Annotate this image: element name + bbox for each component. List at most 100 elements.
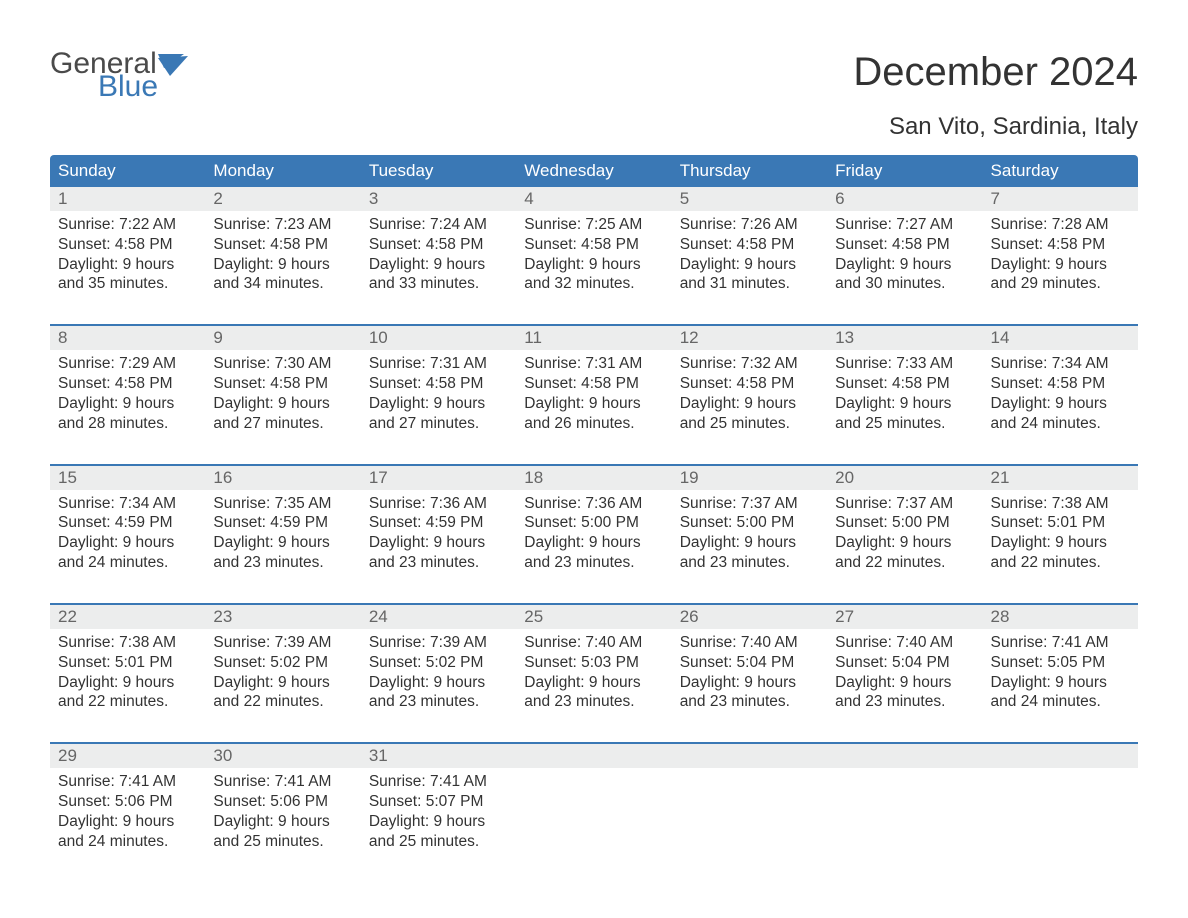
day-number: 7 (983, 187, 1138, 211)
logo-flag-icon (158, 54, 192, 80)
sunrise-text: Sunrise: 7:22 AM (58, 215, 197, 235)
sunset-text: Sunset: 4:58 PM (369, 235, 508, 255)
day-number: 2 (205, 187, 360, 211)
day-number: 6 (827, 187, 982, 211)
day-details (983, 768, 1138, 855)
sunrise-text: Sunrise: 7:39 AM (213, 633, 352, 653)
day-details: Sunrise: 7:22 AMSunset: 4:58 PMDaylight:… (50, 211, 205, 298)
day-details: Sunrise: 7:40 AMSunset: 5:04 PMDaylight:… (827, 629, 982, 716)
day-number: 14 (983, 326, 1138, 350)
day-number: 17 (361, 466, 516, 490)
day-number: 27 (827, 605, 982, 629)
sunrise-text: Sunrise: 7:38 AM (58, 633, 197, 653)
day-details: Sunrise: 7:41 AMSunset: 5:06 PMDaylight:… (205, 768, 360, 855)
details-row: Sunrise: 7:38 AMSunset: 5:01 PMDaylight:… (50, 629, 1138, 716)
page-container: General Blue December 2024 San Vito, Sar… (0, 0, 1188, 896)
sunset-text: Sunset: 4:59 PM (58, 513, 197, 533)
day-details: Sunrise: 7:39 AMSunset: 5:02 PMDaylight:… (205, 629, 360, 716)
daynum-row: 15161718192021 (50, 466, 1138, 490)
daynum-row: 293031 (50, 744, 1138, 768)
sunset-text: Sunset: 5:00 PM (835, 513, 974, 533)
day-number: 8 (50, 326, 205, 350)
day-number: 26 (672, 605, 827, 629)
sunset-text: Sunset: 4:58 PM (213, 374, 352, 394)
day-number: 13 (827, 326, 982, 350)
weeks-container: 1234567Sunrise: 7:22 AMSunset: 4:58 PMDa… (50, 187, 1138, 856)
sunrise-text: Sunrise: 7:24 AM (369, 215, 508, 235)
day-details: Sunrise: 7:40 AMSunset: 5:03 PMDaylight:… (516, 629, 671, 716)
week-block: 22232425262728Sunrise: 7:38 AMSunset: 5:… (50, 603, 1138, 716)
weekday-tuesday: Tuesday (361, 155, 516, 187)
sunrise-text: Sunrise: 7:41 AM (213, 772, 352, 792)
details-row: Sunrise: 7:34 AMSunset: 4:59 PMDaylight:… (50, 490, 1138, 577)
daylight-text: Daylight: 9 hours and 34 minutes. (213, 255, 352, 295)
logo-text-bottom: Blue (98, 73, 158, 100)
day-number: 21 (983, 466, 1138, 490)
day-number: 22 (50, 605, 205, 629)
day-number: 18 (516, 466, 671, 490)
daynum-row: 1234567 (50, 187, 1138, 211)
day-number: 23 (205, 605, 360, 629)
day-details: Sunrise: 7:32 AMSunset: 4:58 PMDaylight:… (672, 350, 827, 437)
day-details: Sunrise: 7:27 AMSunset: 4:58 PMDaylight:… (827, 211, 982, 298)
daylight-text: Daylight: 9 hours and 23 minutes. (369, 673, 508, 713)
daylight-text: Daylight: 9 hours and 23 minutes. (213, 533, 352, 573)
sunset-text: Sunset: 5:00 PM (524, 513, 663, 533)
sunrise-text: Sunrise: 7:36 AM (369, 494, 508, 514)
daylight-text: Daylight: 9 hours and 23 minutes. (835, 673, 974, 713)
day-details: Sunrise: 7:35 AMSunset: 4:59 PMDaylight:… (205, 490, 360, 577)
daylight-text: Daylight: 9 hours and 23 minutes. (680, 533, 819, 573)
sunrise-text: Sunrise: 7:41 AM (991, 633, 1130, 653)
weekday-monday: Monday (205, 155, 360, 187)
daylight-text: Daylight: 9 hours and 25 minutes. (213, 812, 352, 852)
day-details: Sunrise: 7:34 AMSunset: 4:59 PMDaylight:… (50, 490, 205, 577)
sunset-text: Sunset: 4:58 PM (991, 235, 1130, 255)
sunset-text: Sunset: 5:06 PM (213, 792, 352, 812)
sunset-text: Sunset: 4:58 PM (680, 374, 819, 394)
week-block: 1234567Sunrise: 7:22 AMSunset: 4:58 PMDa… (50, 187, 1138, 298)
day-details: Sunrise: 7:41 AMSunset: 5:06 PMDaylight:… (50, 768, 205, 855)
sunset-text: Sunset: 4:58 PM (369, 374, 508, 394)
sunrise-text: Sunrise: 7:38 AM (991, 494, 1130, 514)
weekday-sunday: Sunday (50, 155, 205, 187)
title-block: December 2024 San Vito, Sardinia, Italy (853, 50, 1138, 141)
day-number: 11 (516, 326, 671, 350)
day-number: 31 (361, 744, 516, 768)
details-row: Sunrise: 7:29 AMSunset: 4:58 PMDaylight:… (50, 350, 1138, 437)
day-number (672, 744, 827, 768)
daylight-text: Daylight: 9 hours and 30 minutes. (835, 255, 974, 295)
sunset-text: Sunset: 5:05 PM (991, 653, 1130, 673)
location-subtitle: San Vito, Sardinia, Italy (853, 113, 1138, 141)
sunrise-text: Sunrise: 7:30 AM (213, 354, 352, 374)
day-details: Sunrise: 7:31 AMSunset: 4:58 PMDaylight:… (516, 350, 671, 437)
sunset-text: Sunset: 4:58 PM (524, 235, 663, 255)
daylight-text: Daylight: 9 hours and 23 minutes. (680, 673, 819, 713)
sunrise-text: Sunrise: 7:37 AM (835, 494, 974, 514)
week-block: 293031Sunrise: 7:41 AMSunset: 5:06 PMDay… (50, 742, 1138, 855)
sunset-text: Sunset: 5:06 PM (58, 792, 197, 812)
day-details: Sunrise: 7:30 AMSunset: 4:58 PMDaylight:… (205, 350, 360, 437)
day-number: 1 (50, 187, 205, 211)
day-details: Sunrise: 7:28 AMSunset: 4:58 PMDaylight:… (983, 211, 1138, 298)
sunrise-text: Sunrise: 7:26 AM (680, 215, 819, 235)
day-details: Sunrise: 7:38 AMSunset: 5:01 PMDaylight:… (50, 629, 205, 716)
day-number: 25 (516, 605, 671, 629)
daylight-text: Daylight: 9 hours and 26 minutes. (524, 394, 663, 434)
sunrise-text: Sunrise: 7:33 AM (835, 354, 974, 374)
logo: General Blue (50, 50, 192, 100)
logo-text-group: General Blue (50, 50, 158, 100)
day-number: 24 (361, 605, 516, 629)
day-details: Sunrise: 7:41 AMSunset: 5:05 PMDaylight:… (983, 629, 1138, 716)
daylight-text: Daylight: 9 hours and 24 minutes. (991, 394, 1130, 434)
sunrise-text: Sunrise: 7:41 AM (58, 772, 197, 792)
daylight-text: Daylight: 9 hours and 25 minutes. (680, 394, 819, 434)
daylight-text: Daylight: 9 hours and 29 minutes. (991, 255, 1130, 295)
sunset-text: Sunset: 4:58 PM (680, 235, 819, 255)
sunset-text: Sunset: 4:58 PM (835, 374, 974, 394)
daylight-text: Daylight: 9 hours and 25 minutes. (369, 812, 508, 852)
day-number: 3 (361, 187, 516, 211)
day-details: Sunrise: 7:31 AMSunset: 4:58 PMDaylight:… (361, 350, 516, 437)
day-details: Sunrise: 7:39 AMSunset: 5:02 PMDaylight:… (361, 629, 516, 716)
sunrise-text: Sunrise: 7:40 AM (835, 633, 974, 653)
day-details: Sunrise: 7:36 AMSunset: 5:00 PMDaylight:… (516, 490, 671, 577)
